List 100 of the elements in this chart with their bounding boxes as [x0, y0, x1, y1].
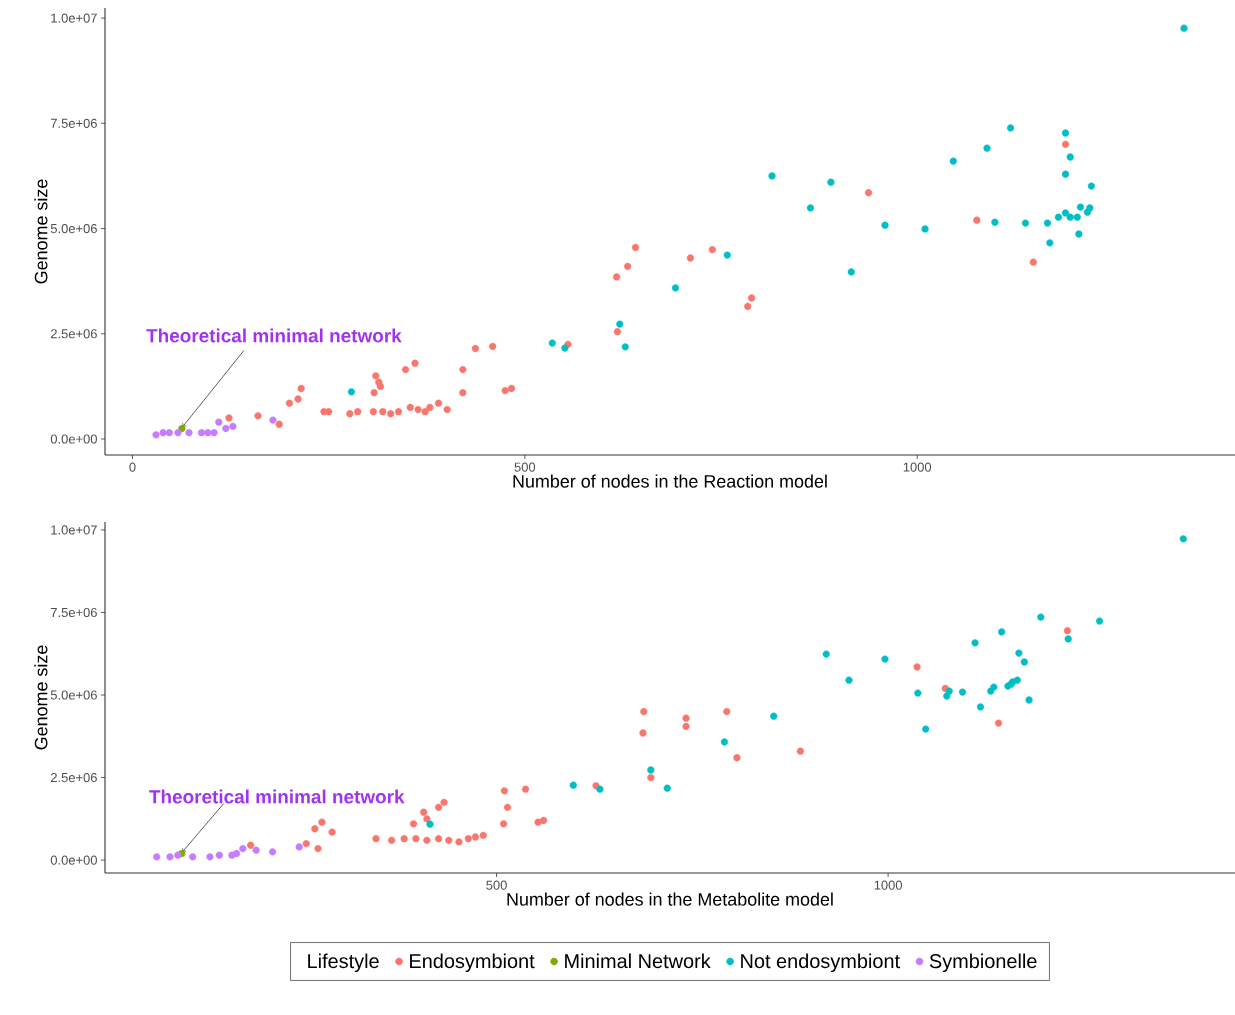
x-tick-label: 500 [514, 462, 536, 472]
x-tick-label: 1000 [903, 462, 932, 472]
point [1054, 213, 1063, 221]
point [247, 841, 255, 849]
point [1029, 258, 1037, 266]
legend-label: Endosymbiont [410, 953, 535, 973]
point [1076, 203, 1085, 211]
point [215, 851, 223, 859]
point [770, 712, 778, 720]
point [913, 663, 921, 671]
point [864, 189, 873, 197]
point [423, 836, 431, 844]
point [949, 157, 957, 165]
point [723, 251, 731, 259]
point [881, 221, 889, 229]
point [1061, 140, 1070, 148]
point [423, 815, 431, 823]
point [159, 429, 167, 437]
point [459, 365, 467, 374]
point [500, 820, 508, 828]
y-tick-label: 0.0e+00 [50, 434, 97, 444]
y-tick-label: 7.5e+06 [50, 118, 97, 128]
point [686, 254, 695, 262]
point [152, 431, 160, 439]
point [370, 389, 378, 397]
point [479, 831, 487, 839]
point [500, 787, 508, 795]
point [297, 384, 305, 393]
point [166, 853, 174, 861]
point [412, 835, 420, 843]
point [1061, 209, 1070, 217]
point [621, 343, 629, 351]
point [1043, 219, 1052, 227]
point [806, 204, 815, 212]
point [445, 836, 453, 844]
point [1075, 230, 1083, 238]
legend-label: Not endosymbiont [741, 953, 900, 973]
point [881, 655, 889, 663]
point [561, 344, 569, 352]
point [275, 420, 283, 428]
point [354, 408, 362, 416]
point [426, 820, 434, 828]
point [548, 339, 556, 347]
x-axis-title: Number of nodes in the Metabolite model [507, 892, 833, 906]
point [314, 844, 322, 853]
point [1015, 649, 1023, 657]
point [489, 342, 497, 350]
point [991, 218, 999, 226]
point [822, 650, 830, 658]
point [1179, 535, 1187, 543]
point [720, 738, 729, 746]
point [624, 262, 632, 271]
point [400, 835, 408, 843]
point [165, 429, 173, 437]
point [631, 243, 640, 252]
y-tick-label: 0.0e+00 [50, 855, 97, 865]
point [998, 628, 1006, 636]
point [914, 689, 922, 697]
point [682, 722, 690, 730]
point [294, 395, 302, 403]
x-tick-label: 500 [486, 880, 507, 890]
point [269, 416, 277, 424]
y-tick-label: 2.5e+06 [50, 329, 97, 339]
point [796, 747, 804, 755]
point [723, 707, 731, 716]
point [325, 408, 333, 416]
y-tick-label: 5.0e+06 [50, 223, 97, 234]
point [639, 729, 647, 737]
point [845, 676, 853, 684]
point [225, 414, 233, 422]
point [501, 387, 509, 395]
point [285, 399, 294, 407]
point [647, 766, 655, 774]
point [1037, 613, 1045, 621]
point [647, 773, 655, 782]
point [1025, 696, 1033, 704]
point [976, 703, 985, 711]
point [387, 410, 395, 418]
point [1064, 635, 1072, 643]
point [426, 403, 434, 412]
point [239, 844, 247, 853]
point [406, 403, 414, 412]
point [394, 408, 403, 416]
point [1046, 239, 1054, 247]
point [973, 216, 981, 224]
point [222, 424, 230, 433]
point [1066, 213, 1074, 221]
y-tick-label: 7.5e+06 [50, 607, 97, 618]
point [459, 389, 467, 397]
y-axis-title: Genome size [34, 179, 48, 284]
point [671, 284, 680, 292]
point [369, 408, 377, 416]
point [347, 388, 355, 396]
y-tick-label: 5.0e+06 [50, 690, 97, 700]
point [254, 412, 262, 420]
point [189, 853, 197, 861]
point [827, 178, 835, 186]
point [521, 785, 530, 793]
legend-title: Lifestyle [308, 953, 379, 973]
point [613, 328, 622, 336]
